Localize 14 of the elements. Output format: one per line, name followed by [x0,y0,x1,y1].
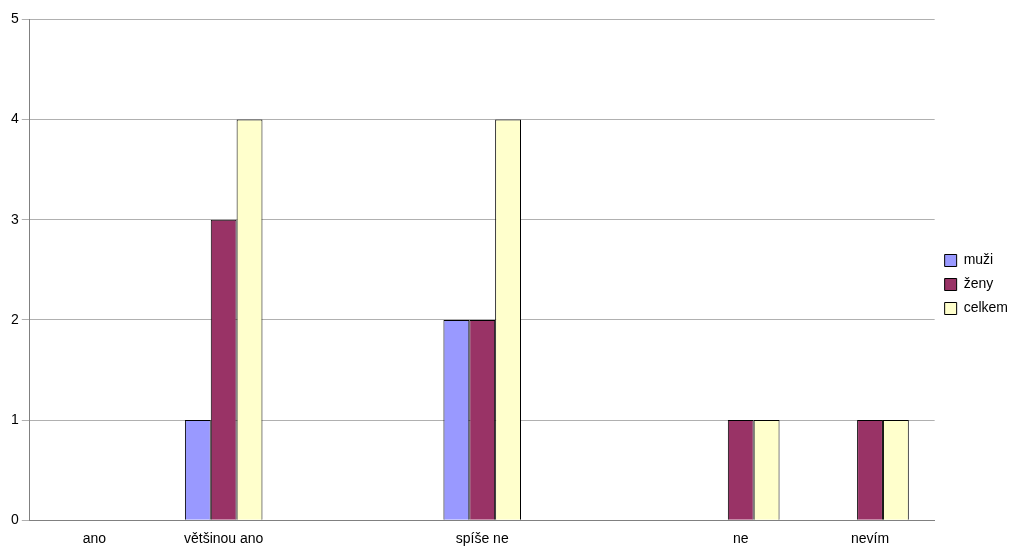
y-tick-label: 1 [10,410,19,427]
x-tick-label: nevím [850,530,890,547]
legend-label: ženy [963,275,994,292]
x-tick-label: ne [732,530,749,547]
x-tick-label: spíše ne [455,530,509,547]
y-tick-label: 2 [10,310,19,327]
x-tick-label: ano [82,530,107,547]
y-tick-label: 5 [10,10,19,27]
y-tick-label: 4 [10,110,19,127]
y-tick-label: 0 [10,511,19,528]
y-tick-label: 3 [10,210,19,227]
legend-label: muži [963,251,994,268]
x-tick-label: většinou ano [183,530,264,547]
legend-label: celkem [963,299,1009,316]
